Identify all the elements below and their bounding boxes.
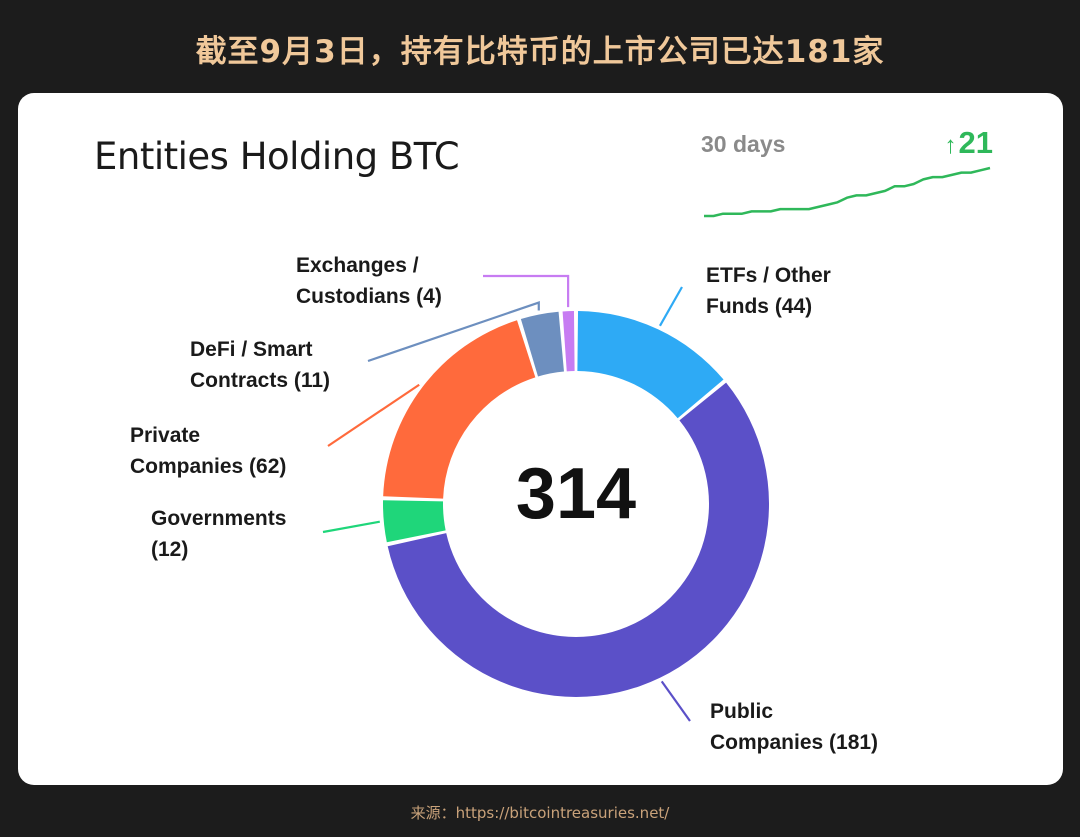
label-public-companies: Public Companies (181) [710,696,878,758]
trend-sparkline [704,166,991,218]
donut-chart [322,166,991,722]
donut-slice-0 [577,311,724,419]
leader-line-5 [483,274,570,308]
label-defi: DeFi / Smart Contracts (11) [190,334,330,396]
banner-title: 截至9月3日，持有比特币的上市公司已达181家 [195,34,885,70]
leader-line-2 [322,520,380,534]
trend-label: 30 days [701,131,786,157]
label-gov-line2: (12) [151,538,189,561]
chart-card: Entities Holding BTC 30 days ↑21 314 ETF… [18,93,1063,785]
center-total: 314 [515,454,637,534]
label-public-line2: Companies (181) [710,731,879,754]
label-defi-line1: DeFi / Smart [190,338,313,361]
up-arrow-icon: ↑ [944,132,957,159]
source-footnote: 来源：https://bitcointreasuries.net/ [410,804,670,822]
label-exchanges: Exchanges / Custodians (4) [296,250,442,312]
label-etfs-line1: ETFs / Other [706,264,831,287]
donut-slice-1 [387,382,769,697]
label-governments: Governments (12) [151,503,286,565]
trend-delta-value: 21 [958,125,993,160]
label-defi-line2: Contracts (11) [190,369,331,392]
donut-slice-5 [562,311,575,372]
leader-line-0 [658,286,683,327]
donut-slice-3 [383,320,536,499]
label-private-line2: Companies (62) [130,455,287,478]
label-exchanges-line1: Exchanges / [296,254,419,277]
donut-slice-4 [520,311,564,377]
trend-delta: ↑21 [945,125,993,161]
label-gov-line1: Governments [151,507,287,530]
label-private-companies: Private Companies (62) [130,420,286,482]
chart-title: Entities Holding BTC [94,135,460,178]
leader-line-4 [367,301,540,363]
leader-line-3 [327,383,420,447]
label-etfs-line2: Funds (44) [706,295,813,318]
label-exchanges-line2: Custodians (4) [296,285,442,308]
leader-line-1 [660,680,691,722]
label-public-line1: Public [710,700,774,723]
donut-slice-2 [383,500,446,543]
label-private-line1: Private [130,424,201,447]
label-etfs: ETFs / Other Funds (44) [706,260,831,322]
